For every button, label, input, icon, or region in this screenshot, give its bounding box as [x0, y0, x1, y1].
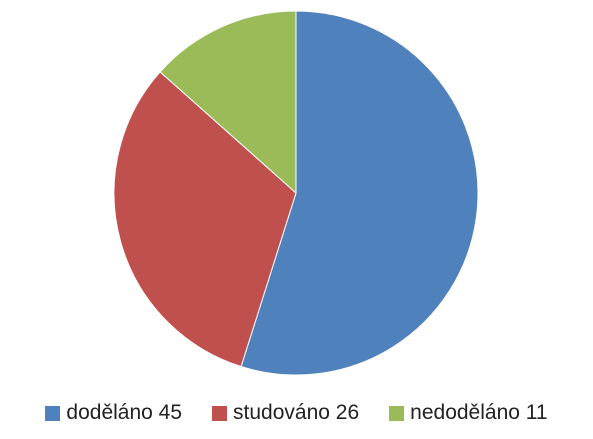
- legend-label-unfinished: nedoděláno 11: [410, 401, 548, 424]
- legend-swatch-unfinished: [389, 405, 405, 421]
- legend-label-studied: studováno 26: [233, 401, 360, 424]
- pie-slice-unfinished: [159, 10, 297, 195]
- legend-item-unfinished: nedoděláno 11: [389, 401, 548, 425]
- legend-item-studied: studováno 26: [212, 401, 359, 425]
- legend-label-done: doděláno 45: [66, 401, 183, 424]
- chart-legend: doděláno 45 studováno 26 nedoděláno 11: [0, 401, 593, 425]
- legend-swatch-studied: [212, 405, 228, 421]
- pie-slice-studied: [113, 71, 297, 368]
- legend-swatch-done: [45, 405, 61, 421]
- legend-item-done: doděláno 45: [45, 401, 182, 425]
- pie-slice-done: [240, 10, 479, 376]
- pie-plot: [113, 10, 479, 376]
